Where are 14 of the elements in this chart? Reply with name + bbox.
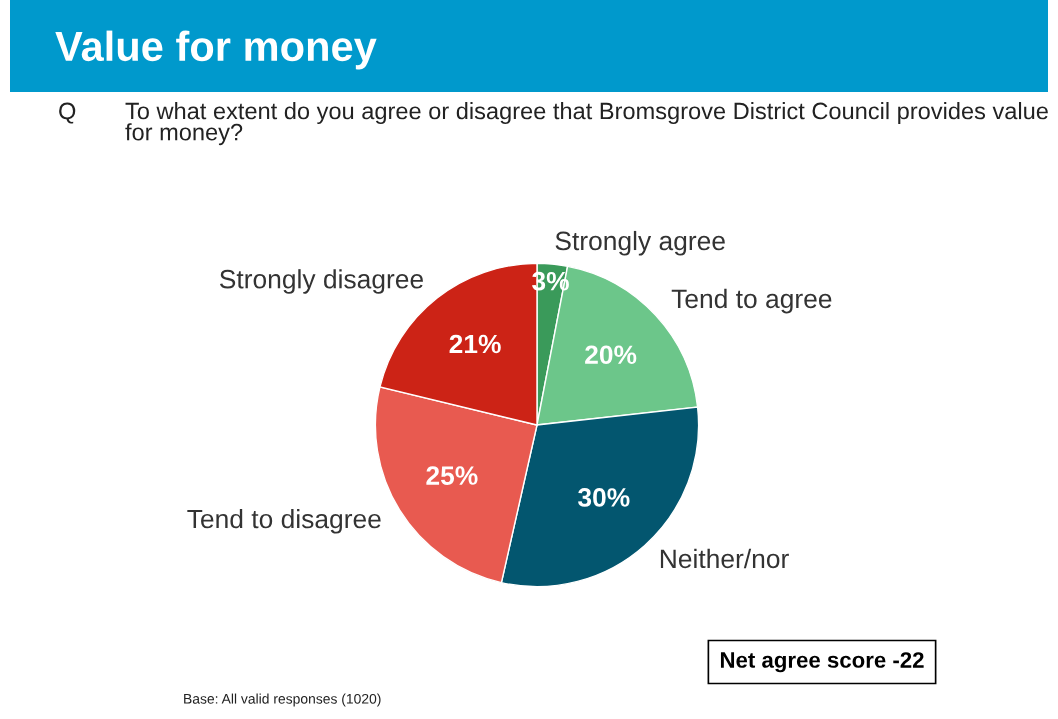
- slice-label: Tend to disagree: [187, 508, 381, 534]
- data-label: 25%: [426, 466, 478, 485]
- slice-label: Neither/nor: [660, 548, 789, 569]
- data-label: 30%: [578, 488, 630, 507]
- text: Base: All valid responses (1020): [184, 693, 381, 707]
- slice-label: Strongly agree: [555, 230, 725, 256]
- text: Q: [59, 102, 76, 124]
- slice-label: Tend to agree: [671, 288, 832, 314]
- text: Net agree score -22: [720, 652, 924, 673]
- chart-title: Value for money: [55, 30, 377, 70]
- slice-label: Strongly disagree: [219, 269, 423, 294]
- data-label: 21%: [449, 334, 501, 354]
- data-label: 20%: [585, 345, 637, 365]
- chart-subtitle: To what extent do you agree or disagree that Bromsgrove District Council provides value for money?: [125, 102, 1048, 146]
